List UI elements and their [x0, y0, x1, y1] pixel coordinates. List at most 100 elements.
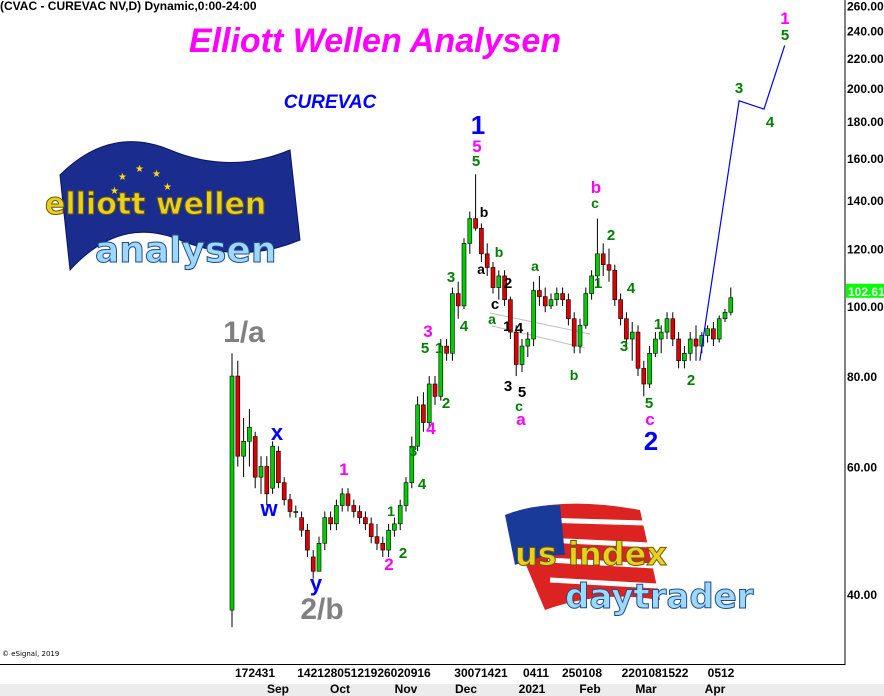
candle-body — [687, 338, 693, 354]
wave-label: 3 — [423, 322, 432, 341]
candle — [658, 325, 664, 354]
wave-label: b — [591, 178, 601, 197]
x-tick-days: 250108 — [562, 666, 602, 680]
wave-label: a — [516, 410, 526, 429]
candle-body — [693, 338, 699, 347]
candle-body — [415, 404, 420, 447]
candle — [479, 223, 484, 262]
x-tick-days: 14212805121926020916 — [297, 666, 431, 680]
wave-label: 4 — [515, 320, 524, 337]
candle-body — [606, 264, 612, 271]
wave-label: a — [477, 261, 485, 277]
wave-label: 5 — [518, 384, 526, 401]
candle-body — [363, 517, 368, 525]
wave-label: 4 — [426, 419, 436, 438]
candle-body — [537, 290, 542, 297]
candle-body — [444, 345, 449, 354]
candle — [583, 287, 589, 329]
candle-body — [455, 293, 461, 307]
x-tick-days: 172431 — [235, 666, 275, 680]
candle — [716, 315, 722, 343]
candle — [508, 296, 513, 340]
candle-body — [711, 328, 716, 340]
candle — [235, 360, 241, 467]
candle-body — [328, 517, 333, 525]
candle-body — [647, 353, 652, 385]
candle — [490, 261, 496, 294]
candle — [305, 523, 310, 557]
y-tick-label: 60.00 — [847, 461, 877, 475]
y-tick-label: 40.00 — [847, 588, 877, 602]
candle-body — [258, 466, 264, 478]
logo-text-top: elliott wellen — [45, 187, 266, 222]
candle — [403, 477, 409, 512]
candle — [421, 392, 426, 432]
wave-label: 5 — [645, 395, 653, 412]
candle-body — [595, 253, 600, 277]
candle-body — [235, 375, 241, 457]
candle-body — [548, 299, 554, 307]
wave-label: 4 — [627, 280, 636, 297]
candle — [635, 325, 641, 377]
candle-body — [641, 367, 647, 385]
candle — [542, 287, 548, 313]
candle-body — [229, 375, 235, 611]
candle-body — [600, 253, 606, 265]
candle-body — [629, 331, 635, 340]
candle-body — [270, 445, 275, 489]
wave-label: c — [515, 398, 523, 414]
wave-label: 1 — [339, 460, 348, 479]
candle-body — [670, 318, 676, 340]
wave-label: c — [645, 410, 654, 429]
x-axis-ticks: 172431 14212805121926020916 30071421 0411 25… — [235, 666, 735, 696]
candle-body — [531, 290, 536, 340]
candle — [473, 174, 478, 231]
candle-body — [664, 318, 670, 333]
candle — [682, 346, 687, 369]
wave-label: 5 — [781, 27, 789, 44]
candle-body — [241, 441, 246, 457]
symbol-header: (CVAC - CUREVAC NV,D) Dynamic,0:00-24:00 — [0, 0, 257, 13]
candle-body — [653, 338, 658, 354]
wave-label: 2 — [687, 372, 695, 389]
candle-body — [682, 353, 687, 362]
candle — [566, 293, 571, 326]
candle-body — [380, 542, 386, 551]
candle — [415, 396, 420, 452]
logo-text-top: us index — [515, 535, 667, 573]
candle-body — [247, 426, 252, 442]
wave-label: a — [531, 258, 539, 274]
x-tick-days: 30071421 — [454, 666, 508, 680]
candle — [287, 493, 293, 518]
candle — [432, 376, 438, 405]
y-tick-label: 260.00 — [847, 0, 884, 13]
candle-body — [281, 482, 287, 500]
wave-label: 5 — [472, 153, 480, 170]
candle — [444, 339, 449, 361]
candle-body — [508, 299, 513, 333]
wave-label: 1 — [471, 110, 485, 140]
candle — [276, 446, 281, 489]
candle — [339, 488, 345, 512]
wave-label: 1 — [594, 275, 602, 292]
candle-body — [450, 293, 455, 354]
candle-body — [728, 297, 734, 313]
candle — [258, 456, 264, 494]
candle — [670, 312, 676, 347]
candle — [363, 511, 368, 531]
candle-body — [461, 243, 467, 307]
wave-label: y — [310, 571, 323, 596]
candle-body — [479, 227, 484, 255]
candles — [229, 174, 734, 628]
candle — [438, 339, 444, 401]
candle-body — [421, 404, 426, 423]
candle — [247, 409, 252, 467]
wave-label: 3 — [447, 269, 455, 286]
candle-body — [618, 299, 623, 320]
candle — [229, 353, 235, 628]
candle-body — [658, 331, 664, 340]
candle — [554, 287, 560, 306]
candle — [705, 325, 710, 343]
candle — [711, 322, 716, 347]
candle — [380, 536, 386, 557]
